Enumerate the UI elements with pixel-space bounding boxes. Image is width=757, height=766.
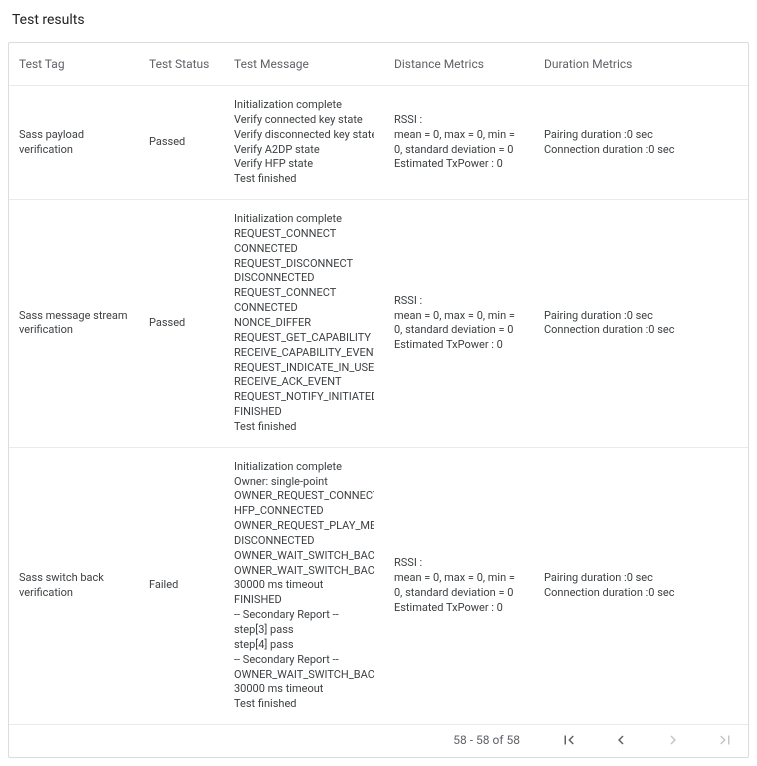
table-row: Sass switch back verificationFailedIniti… [9, 447, 748, 724]
message-line: Verify disconnected key state [234, 128, 374, 143]
distance-line: mean = 0, max = 0, min = 0, standard dev… [394, 128, 524, 158]
page-title: Test results [8, 8, 749, 42]
message-line: Verify A2DP state [234, 143, 374, 158]
message-line: CONNECTED [234, 301, 374, 316]
cell-duration: Pairing duration :0 secConnection durati… [534, 447, 748, 724]
pager-first-button[interactable] [560, 731, 578, 749]
duration-line: Connection duration :0 sec [544, 586, 738, 601]
cell-distance: RSSI :mean = 0, max = 0, min = 0, standa… [384, 86, 534, 200]
col-header-tag: Test Tag [9, 43, 139, 86]
cell-status: Passed [139, 200, 224, 448]
message-line: REQUEST_GET_CAPABILITY [234, 331, 374, 346]
message-line: step[3] pass [234, 623, 374, 638]
duration-line: Connection duration :0 sec [544, 143, 738, 158]
cell-status: Failed [139, 447, 224, 724]
pager-range: 58 - 58 of 58 [453, 733, 520, 747]
results-card: Test Tag Test Status Test Message Distan… [8, 42, 749, 758]
col-header-status: Test Status [139, 43, 224, 86]
cell-duration: Pairing duration :0 secConnection durati… [534, 200, 748, 448]
pager-next-button[interactable] [664, 731, 682, 749]
cell-tag: Sass switch back verification [9, 447, 139, 724]
message-line: Verify connected key state [234, 113, 374, 128]
message-line: NONCE_DIFFER [234, 316, 374, 331]
duration-line: Pairing duration :0 sec [544, 128, 738, 143]
pager-last-button[interactable] [716, 731, 734, 749]
message-line: REQUEST_CONNECT [234, 286, 374, 301]
message-line: Test finished [234, 172, 374, 187]
message-line: RECEIVE_CAPABILITY_EVENT [234, 346, 374, 361]
message-line: -- Secondary Report -- [234, 653, 374, 668]
message-line: Initialization complete [234, 460, 374, 475]
duration-line: Connection duration :0 sec [544, 323, 738, 338]
message-line: OWNER_WAIT_SWITCH_BACK [234, 549, 374, 564]
distance-line: Estimated TxPower : 0 [394, 601, 524, 616]
table-row: Sass message stream verificationPassedIn… [9, 200, 748, 448]
message-line: HFP_CONNECTED [234, 504, 374, 519]
distance-line: Estimated TxPower : 0 [394, 157, 524, 172]
cell-message: Initialization completeVerify connected … [224, 86, 384, 200]
distance-line: Estimated TxPower : 0 [394, 338, 524, 353]
cell-tag: Sass payload verification [9, 86, 139, 200]
distance-line: mean = 0, max = 0, min = 0, standard dev… [394, 309, 524, 339]
message-line: Owner: single-point [234, 475, 374, 490]
message-line: 30000 ms timeout [234, 578, 374, 593]
message-line: REQUEST_CONNECT [234, 227, 374, 242]
message-line: -- Secondary Report -- [234, 608, 374, 623]
message-line: DISCONNECTED [234, 271, 374, 286]
pager-prev-button[interactable] [612, 731, 630, 749]
message-line: OWNER_REQUEST_CONNECT [234, 489, 374, 504]
col-header-duration: Duration Metrics [534, 43, 748, 86]
message-line: Test finished [234, 697, 374, 712]
cell-duration: Pairing duration :0 secConnection durati… [534, 86, 748, 200]
message-line: RECEIVE_ACK_EVENT [234, 375, 374, 390]
message-line: step[4] pass [234, 638, 374, 653]
message-line: Initialization complete [234, 98, 374, 113]
duration-line: Pairing duration :0 sec [544, 571, 738, 586]
message-line: OWNER_WAIT_SWITCH_BACK [234, 668, 374, 683]
message-line: FINISHED [234, 593, 374, 608]
distance-line: RSSI : [394, 556, 524, 571]
message-line: FINISHED [234, 405, 374, 420]
message-line: Initialization complete [234, 212, 374, 227]
message-line: Test finished [234, 420, 374, 435]
col-header-distance: Distance Metrics [384, 43, 534, 86]
distance-line: RSSI : [394, 113, 524, 128]
distance-line: RSSI : [394, 294, 524, 309]
message-line: REQUEST_DISCONNECT [234, 257, 374, 272]
cell-status: Passed [139, 86, 224, 200]
cell-tag: Sass message stream verification [9, 200, 139, 448]
message-line: 30000 ms timeout [234, 682, 374, 697]
message-line: OWNER_WAIT_SWITCH_BACK [234, 564, 374, 579]
message-line: Verify HFP state [234, 157, 374, 172]
chevron-right-icon [664, 731, 682, 749]
pager: 58 - 58 of 58 [9, 724, 748, 757]
results-table: Test Tag Test Status Test Message Distan… [9, 43, 748, 724]
message-line: DISCONNECTED [234, 534, 374, 549]
table-row: Sass payload verificationPassedInitializ… [9, 86, 748, 200]
message-line: CONNECTED [234, 242, 374, 257]
message-line: REQUEST_NOTIFY_INITIATED_ [234, 390, 374, 405]
message-line: OWNER_REQUEST_PLAY_MED [234, 519, 374, 534]
table-header-row: Test Tag Test Status Test Message Distan… [9, 43, 748, 86]
first-page-icon [560, 731, 578, 749]
col-header-message: Test Message [224, 43, 384, 86]
message-line: REQUEST_INDICATE_IN_USE_ [234, 361, 374, 376]
cell-distance: RSSI :mean = 0, max = 0, min = 0, standa… [384, 447, 534, 724]
cell-distance: RSSI :mean = 0, max = 0, min = 0, standa… [384, 200, 534, 448]
distance-line: mean = 0, max = 0, min = 0, standard dev… [394, 571, 524, 601]
last-page-icon [716, 731, 734, 749]
cell-message: Initialization completeOwner: single-poi… [224, 447, 384, 724]
cell-message: Initialization completeREQUEST_CONNECTCO… [224, 200, 384, 448]
duration-line: Pairing duration :0 sec [544, 309, 738, 324]
chevron-left-icon [612, 731, 630, 749]
